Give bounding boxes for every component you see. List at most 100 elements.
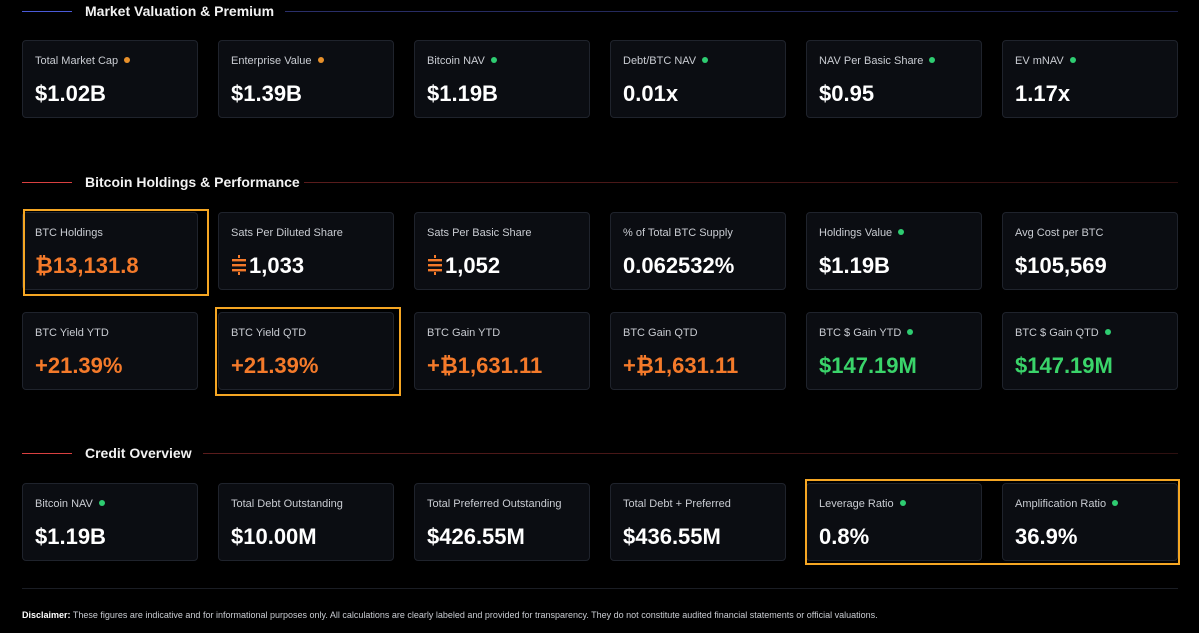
metric-value: 1,033 <box>249 253 305 278</box>
sats-icon <box>428 255 442 275</box>
metric-label: BTC Gain YTD <box>427 327 501 339</box>
metric-value: 1.17x <box>1015 81 1071 106</box>
metric-card-total-preferred-outstanding: Total Preferred Outstanding $426.55M <box>414 483 590 561</box>
section-header-line <box>304 182 1178 183</box>
disclaimer: Disclaimer: These figures are indicative… <box>22 610 878 620</box>
status-dot <box>899 500 906 506</box>
metric-label: BTC Gain QTD <box>623 327 698 339</box>
metric-value: 0.8% <box>819 524 870 549</box>
metric-card-total-debt-outstanding: Total Debt Outstanding $10.00M <box>218 483 394 561</box>
metric-value: $1.19B <box>427 81 498 106</box>
section-title: Bitcoin Holdings & Performance <box>85 174 300 190</box>
metric-card-btc-yield-ytd: BTC Yield YTD +21.39% <box>22 312 198 390</box>
status-dot <box>1112 500 1119 506</box>
metric-card-pct-total-btc-supply: % of Total BTC Supply 0.062532% <box>610 212 786 290</box>
metric-value: $10.00M <box>231 524 317 549</box>
metric-value: $1.02B <box>35 81 106 106</box>
metric-label: EV mNAV <box>1015 55 1064 67</box>
disclaimer-text: These figures are indicative and for inf… <box>70 610 878 620</box>
metric-label: Sats Per Basic Share <box>427 227 532 239</box>
metric-card-nav-per-basic-share: NAV Per Basic Share $0.95 <box>806 40 982 118</box>
metric-value: $426.55M <box>427 524 525 549</box>
metric-card-total-market-cap: Total Market Cap $1.02B <box>22 40 198 118</box>
status-dot <box>98 500 105 506</box>
metric-card-btc-yield-qtd: BTC Yield QTD +21.39% <box>218 312 394 390</box>
metric-card-sats-per-basic-share: Sats Per Basic Share 1,052 <box>414 212 590 290</box>
metric-card-bitcoin-nav: Bitcoin NAV $1.19B <box>414 40 590 118</box>
metric-label: Holdings Value <box>819 227 893 239</box>
status-dot <box>317 57 324 63</box>
metric-label: Debt/BTC NAV <box>623 55 697 67</box>
metric-label: BTC $ Gain QTD <box>1015 327 1099 339</box>
status-dot <box>1104 329 1111 335</box>
section-header-line <box>203 453 1178 454</box>
metric-value: $1.39B <box>231 81 302 106</box>
metric-value: $1.19B <box>35 524 106 549</box>
metric-value: +21.39% <box>35 353 123 378</box>
metric-card-btc-gain-ytd: BTC Gain YTD +₿1,631.11 <box>414 312 590 390</box>
metric-card-btc-dollar-gain-ytd: BTC $ Gain YTD $147.19M <box>806 312 982 390</box>
metric-card-avg-cost-per-btc: Avg Cost per BTC $105,569 <box>1002 212 1178 290</box>
metric-card-btc-dollar-gain-qtd: BTC $ Gain QTD $147.19M <box>1002 312 1178 390</box>
metric-label: Enterprise Value <box>231 55 312 67</box>
metric-card-sats-per-diluted-share: Sats Per Diluted Share 1,033 <box>218 212 394 290</box>
metric-value: $147.19M <box>1015 353 1113 378</box>
metric-card-amplification-ratio: Amplification Ratio 36.9% <box>1002 483 1178 561</box>
metric-value: $1.19B <box>819 253 890 278</box>
section-header-line <box>22 11 72 12</box>
metric-label: Total Market Cap <box>35 55 119 67</box>
section-header-credit: Credit Overview <box>22 443 1178 463</box>
metric-card-credit-bitcoin-nav: Bitcoin NAV $1.19B <box>22 483 198 561</box>
metric-value: 0.062532% <box>623 253 735 278</box>
metric-value: +₿1,631.11 <box>427 353 543 378</box>
status-dot <box>490 57 497 63</box>
metric-value: 36.9% <box>1015 524 1078 549</box>
metric-label: % of Total BTC Supply <box>623 227 733 239</box>
metric-label: Total Debt Outstanding <box>231 498 343 510</box>
metric-value: $147.19M <box>819 353 917 378</box>
section-title: Credit Overview <box>85 445 192 461</box>
metric-card-debt-btc-nav: Debt/BTC NAV 0.01x <box>610 40 786 118</box>
metric-label: Leverage Ratio <box>819 498 894 510</box>
metric-card-holdings-value: Holdings Value $1.19B <box>806 212 982 290</box>
section-header-market: Market Valuation & Premium <box>22 1 1178 21</box>
status-dot <box>929 57 936 63</box>
section-header-line <box>22 453 72 454</box>
section-header-line <box>22 182 72 183</box>
metric-value: 1,052 <box>445 253 501 278</box>
metric-value: 0.01x <box>623 81 679 106</box>
metric-label: BTC $ Gain YTD <box>819 327 902 339</box>
metric-label: Sats Per Diluted Share <box>231 227 343 239</box>
metric-card-total-debt-plus-preferred: Total Debt + Preferred $436.55M <box>610 483 786 561</box>
metric-value: +21.39% <box>231 353 319 378</box>
metric-card-btc-holdings: BTC Holdings ₿13,131.8 <box>22 212 198 290</box>
section-header-line <box>285 11 1178 12</box>
metric-card-ev-mnav: EV mNAV 1.17x <box>1002 40 1178 118</box>
section-title: Market Valuation & Premium <box>85 3 275 19</box>
metric-value: $0.95 <box>819 81 875 106</box>
metric-label: Bitcoin NAV <box>427 55 485 67</box>
disclaimer-label: Disclaimer: <box>22 610 71 620</box>
metric-label: BTC Holdings <box>35 227 103 239</box>
sats-icon <box>232 255 246 275</box>
metric-value: ₿13,131.8 <box>35 253 139 278</box>
metric-label: Total Debt + Preferred <box>623 498 731 510</box>
metric-value: +₿1,631.11 <box>623 353 739 378</box>
metric-label: BTC Yield QTD <box>231 327 307 339</box>
section-header-holdings: Bitcoin Holdings & Performance <box>22 172 1178 192</box>
footer-divider <box>22 588 1178 589</box>
metric-label: NAV Per Basic Share <box>819 55 924 67</box>
metric-card-enterprise-value: Enterprise Value $1.39B <box>218 40 394 118</box>
metric-label: Avg Cost per BTC <box>1015 227 1104 239</box>
metric-card-btc-gain-qtd: BTC Gain QTD +₿1,631.11 <box>610 312 786 390</box>
status-dot <box>124 57 131 63</box>
metric-label: BTC Yield YTD <box>35 327 109 339</box>
status-dot <box>907 329 914 335</box>
metric-value: $436.55M <box>623 524 721 549</box>
metric-label: Amplification Ratio <box>1015 498 1107 510</box>
metric-value: $105,569 <box>1015 253 1107 278</box>
metric-card-leverage-ratio: Leverage Ratio 0.8% <box>806 483 982 561</box>
metric-label: Total Preferred Outstanding <box>427 498 562 510</box>
status-dot <box>1069 57 1076 63</box>
metric-label: Bitcoin NAV <box>35 498 93 510</box>
